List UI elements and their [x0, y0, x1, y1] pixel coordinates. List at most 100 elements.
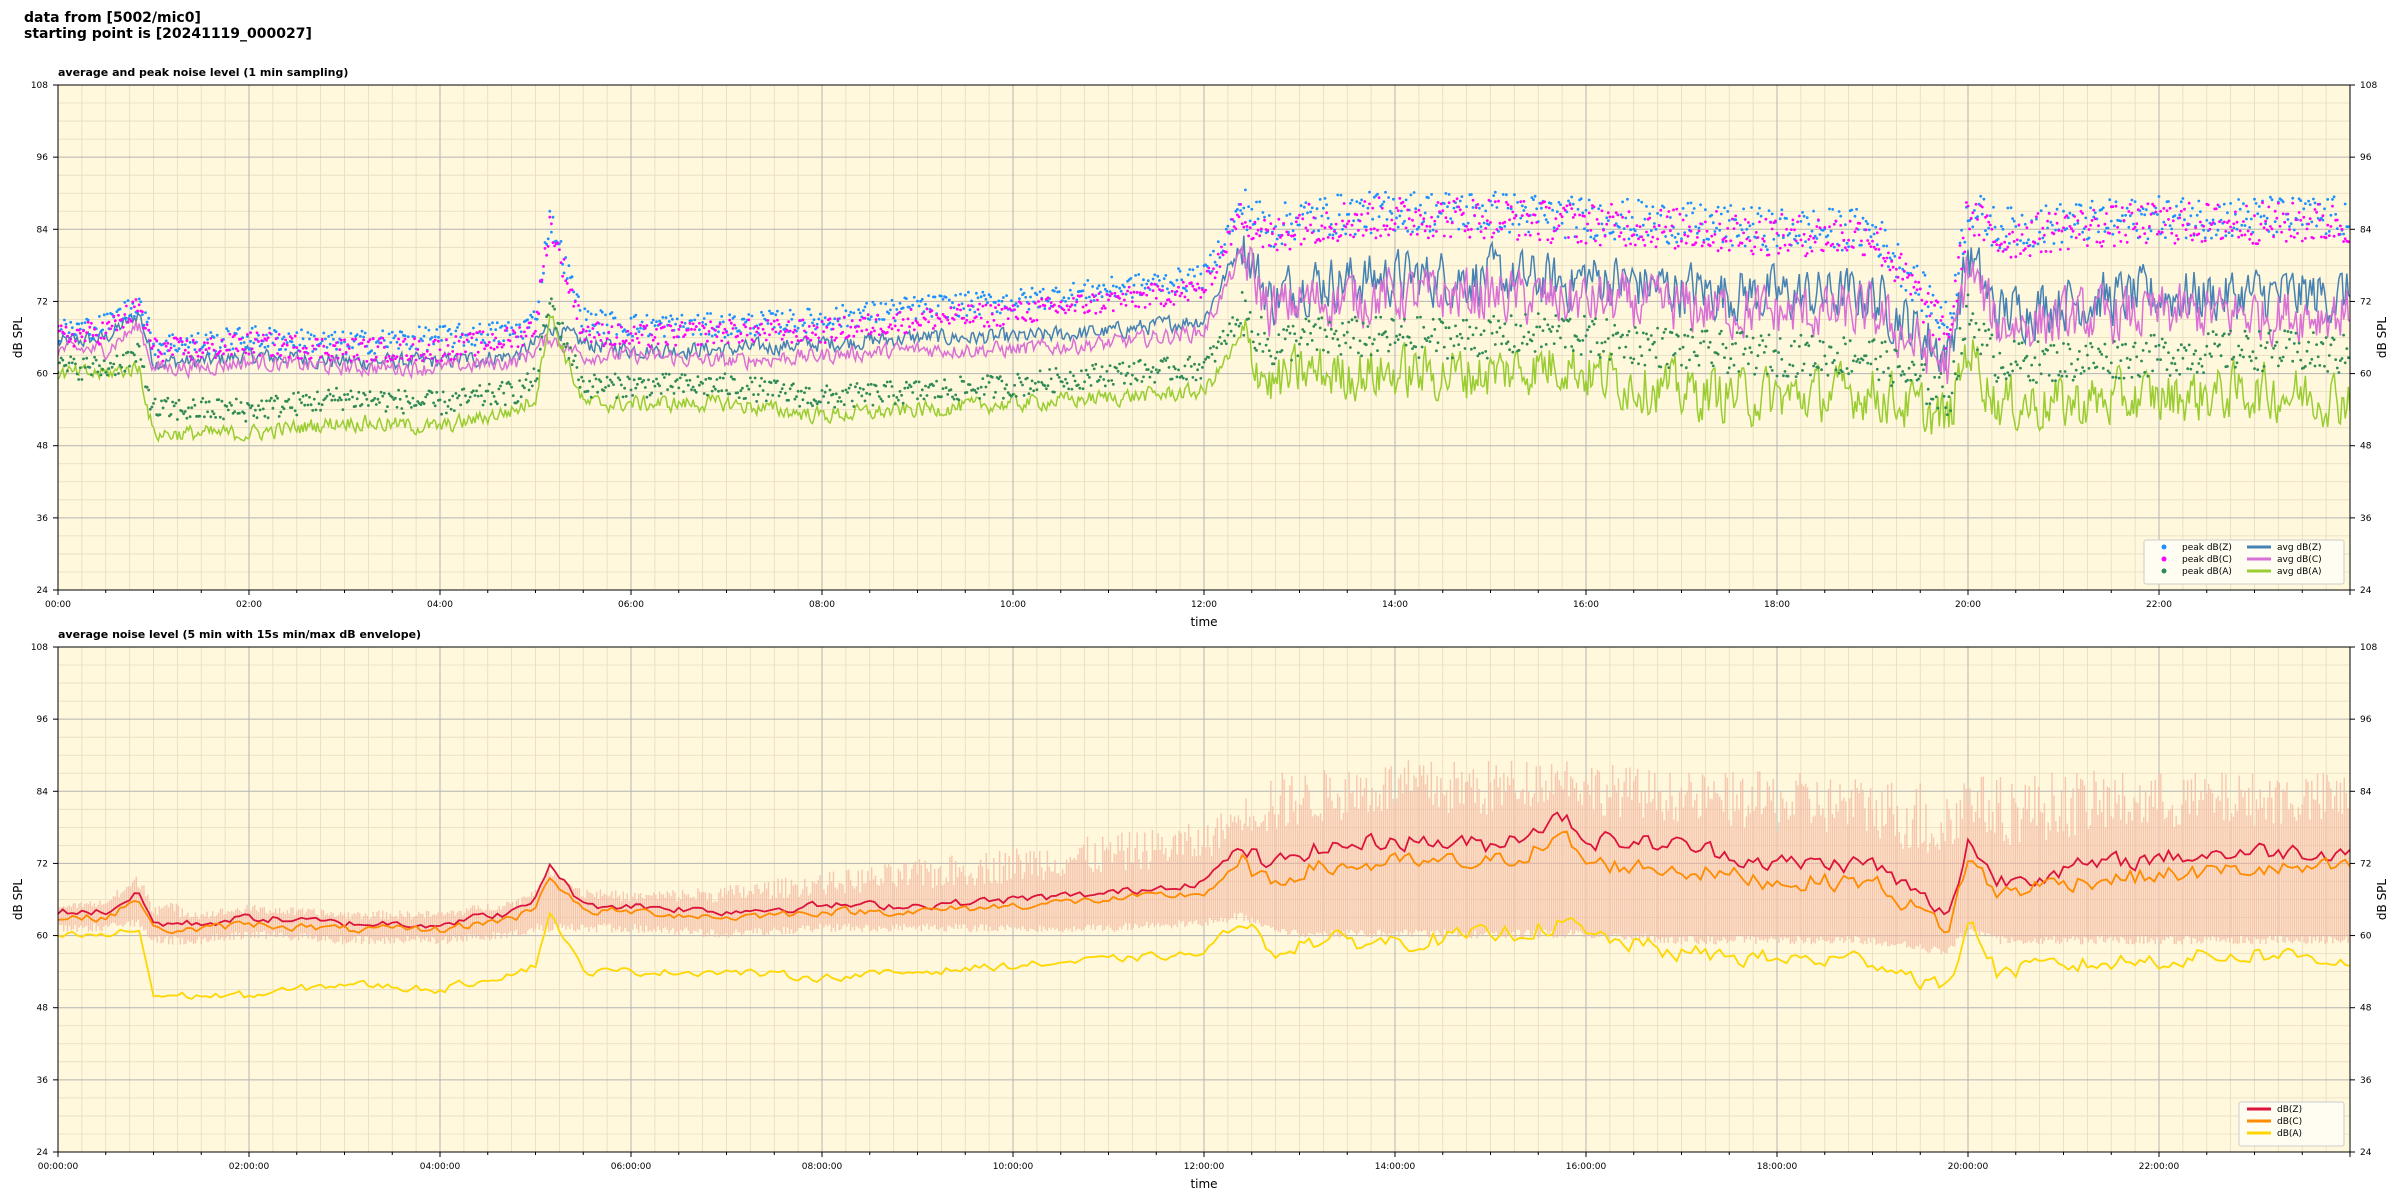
- peak-point: [1877, 378, 1881, 382]
- peak-point: [1244, 299, 1247, 303]
- peak-point: [468, 332, 472, 336]
- peak-point: [1753, 245, 1757, 249]
- peak-point: [1255, 232, 1258, 236]
- peak-point: [1414, 345, 1418, 349]
- peak-point: [1543, 213, 1546, 217]
- peak-point: [1611, 230, 1615, 234]
- peak-point: [1641, 331, 1645, 335]
- peak-point: [443, 352, 447, 356]
- peak-point: [2184, 349, 2188, 352]
- peak-point: [1509, 205, 1513, 209]
- peak-point: [761, 327, 765, 331]
- peak-point: [2248, 355, 2252, 359]
- peak-point: [1471, 198, 1475, 202]
- peak-point: [164, 339, 168, 343]
- peak-point: [2078, 233, 2081, 236]
- peak-point: [311, 350, 315, 353]
- peak-point: [671, 317, 674, 321]
- peak-point: [1762, 351, 1766, 354]
- peak-point: [1995, 380, 1999, 383]
- peak-point: [1530, 196, 1534, 200]
- peak-point: [1341, 227, 1344, 231]
- peak-point: [472, 389, 475, 393]
- peak-point: [570, 275, 574, 279]
- peak-point: [669, 324, 673, 328]
- peak-point: [386, 405, 389, 408]
- peak-point: [279, 410, 283, 414]
- peak-point: [344, 351, 348, 354]
- peak-point: [1035, 318, 1039, 322]
- peak-point: [376, 345, 380, 349]
- peak-point: [1780, 213, 1784, 216]
- peak-point: [860, 329, 864, 333]
- peak-point: [543, 324, 547, 328]
- peak-point: [955, 307, 959, 311]
- peak-point: [2181, 197, 2185, 200]
- peak-point: [363, 345, 367, 348]
- peak-point: [1479, 225, 1483, 229]
- peak-point: [2315, 210, 2319, 214]
- peak-point: [1751, 222, 1755, 226]
- peak-point: [183, 343, 187, 346]
- peak-point: [2058, 203, 2062, 206]
- peak-point: [204, 333, 208, 337]
- peak-point: [2235, 361, 2239, 365]
- peak-point: [675, 378, 679, 381]
- peak-point: [1407, 217, 1411, 221]
- peak-point: [1500, 342, 1503, 346]
- peak-point: [1586, 222, 1589, 226]
- peak-point: [1702, 238, 1706, 242]
- peak-point: [728, 318, 732, 322]
- peak-point: [2277, 201, 2280, 205]
- peak-point: [675, 335, 679, 339]
- peak-point: [1154, 296, 1158, 300]
- peak-point: [828, 321, 832, 325]
- peak-point: [437, 339, 440, 343]
- peak-point: [1170, 377, 1174, 381]
- peak-point: [449, 358, 453, 361]
- peak-point: [58, 329, 61, 333]
- peak-point: [1158, 288, 1161, 291]
- peak-point: [1984, 329, 1987, 333]
- peak-point: [1476, 354, 1480, 358]
- peak-point: [492, 347, 496, 351]
- peak-point: [2291, 196, 2295, 200]
- peak-point: [346, 343, 350, 347]
- peak-point: [2128, 358, 2132, 361]
- y-tick-label-left: 24: [37, 586, 49, 596]
- peak-point: [1926, 305, 1930, 309]
- peak-point: [2041, 236, 2045, 240]
- peak-point: [714, 387, 717, 391]
- peak-point: [1387, 233, 1390, 237]
- peak-point: [901, 306, 905, 310]
- peak-point: [2170, 231, 2174, 235]
- peak-point: [572, 304, 576, 308]
- peak-point: [185, 416, 189, 420]
- peak-point: [733, 315, 736, 318]
- peak-point: [330, 333, 334, 337]
- peak-point: [1750, 206, 1753, 209]
- peak-point: [578, 385, 582, 389]
- peak-point: [211, 342, 214, 346]
- y-axis-label-left: dB SPL: [11, 317, 25, 359]
- peak-point: [67, 361, 71, 365]
- peak-point: [360, 403, 364, 406]
- peak-point: [449, 407, 453, 411]
- peak-point: [1188, 268, 1192, 271]
- peak-point: [720, 315, 724, 318]
- peak-point: [486, 389, 490, 393]
- peak-point: [1665, 215, 1669, 219]
- peak-point: [1519, 216, 1523, 220]
- peak-point: [889, 323, 892, 327]
- peak-point: [1952, 312, 1956, 315]
- peak-point: [701, 382, 704, 385]
- peak-point: [2326, 370, 2330, 373]
- peak-point: [2312, 197, 2315, 201]
- peak-point: [1891, 252, 1895, 255]
- peak-point: [1333, 332, 1336, 336]
- peak-point: [645, 395, 649, 399]
- peak-point: [935, 379, 938, 383]
- peak-point: [749, 327, 752, 330]
- peak-point: [1961, 236, 1965, 240]
- peak-point: [118, 307, 122, 311]
